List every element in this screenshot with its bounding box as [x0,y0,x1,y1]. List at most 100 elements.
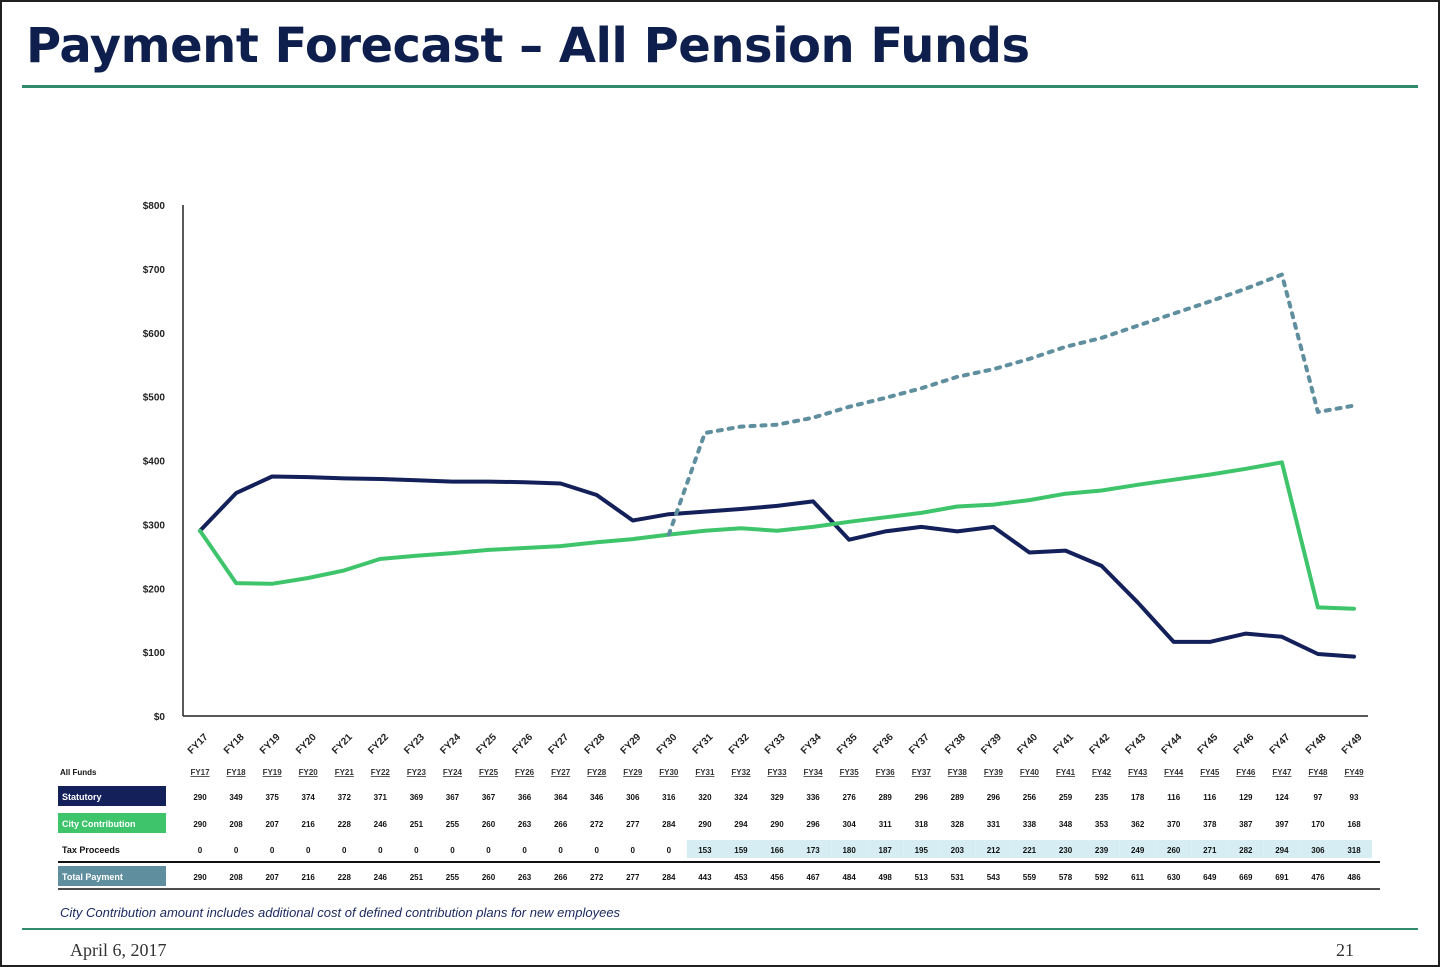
table-cell: 290 [698,820,712,829]
table-cell: 208 [229,873,243,882]
table-cell: 0 [342,846,347,855]
table-header-cell: FY39 [984,768,1004,777]
table-cell: 296 [987,793,1001,802]
table-cell-bg [1299,840,1336,858]
table-cell: 375 [265,793,279,802]
table-row-label-bg [58,786,166,806]
table-cell: 467 [806,873,820,882]
table-cell: 187 [879,846,893,855]
table-cell-bg [867,840,904,858]
x-tick-label: FY19 [258,732,283,757]
table-cell: 0 [234,846,239,855]
x-tick-label: FY48 [1304,732,1329,757]
table-cell: 124 [1275,793,1289,802]
table-cell: 239 [1095,846,1109,855]
table-header-cell: FY48 [1308,768,1328,777]
x-tick-label: FY43 [1124,732,1149,757]
table-header-cell: FY24 [443,768,463,777]
table-cell: 0 [378,846,383,855]
y-tick-label: $400 [143,457,166,468]
table-cell: 498 [879,873,893,882]
table-cell: 272 [590,820,604,829]
table-cell: 611 [1131,873,1144,882]
table-cell: 129 [1239,793,1253,802]
table-cell: 290 [193,793,207,802]
x-tick-label: FY44 [1160,732,1185,757]
table-row-label-bg [58,813,166,833]
table-cell: 387 [1239,820,1253,829]
table-cell: 255 [446,873,460,882]
table-header-cell: FY25 [479,768,499,777]
table-cell: 294 [1275,846,1289,855]
table-cell: 272 [590,873,604,882]
table-cell-bg [1119,840,1156,858]
x-tick-label: FY22 [366,732,391,757]
table-cell: 531 [951,873,965,882]
x-tick-label: FY34 [799,732,824,757]
table-cell: 212 [987,846,1001,855]
table-cell: 277 [626,873,640,882]
table-cell: 251 [410,820,424,829]
table-header-cell: FY40 [1020,768,1040,777]
table-cell: 228 [338,820,352,829]
table-cell: 249 [1131,846,1145,855]
series-line-total_payment [666,272,1356,537]
table-cell: 251 [410,873,424,882]
table-cell: 246 [374,820,388,829]
x-tick-label: FY18 [222,732,247,757]
table-header-cell: FY35 [840,768,860,777]
table-cell: 0 [594,846,599,855]
table-cell: 453 [734,873,748,882]
table-cell: 328 [951,820,965,829]
table-cell: 296 [915,793,929,802]
table-header-cell: FY23 [407,768,427,777]
table-header-cell: FY28 [587,768,607,777]
y-tick-label: $0 [154,712,166,723]
table-header-cell: FY34 [804,768,824,777]
axes-layer [182,205,1368,717]
table-cell: 260 [482,820,496,829]
table-row-label-bg [58,866,166,886]
table-header-cell: FY19 [263,768,283,777]
table-cell: 329 [770,793,784,802]
table-cell: 311 [879,820,892,829]
table-cell: 0 [631,846,636,855]
table-cell: 290 [770,820,784,829]
slide-title: Payment Forecast – All Pension Funds [26,18,1030,74]
x-tick-label: FY20 [294,732,319,757]
table-cell: 364 [554,793,568,802]
y-tick-label: $800 [143,201,166,212]
table-cell: 371 [374,793,388,802]
table-cell: 318 [915,820,929,829]
table-cell: 173 [806,846,820,855]
table-cell-bg [722,840,759,858]
x-tick-label: FY46 [1232,732,1257,757]
table-cell: 294 [734,820,748,829]
footnote: City Contribution amount includes additi… [60,905,621,920]
table-header-cell: FY49 [1344,768,1364,777]
table-header-cell: FY26 [515,768,535,777]
table-cell: 195 [915,846,929,855]
table-cell: 0 [522,846,527,855]
table-cell: 266 [554,820,568,829]
table-row-label: City Contribution [62,819,136,829]
table-cell: 266 [554,873,568,882]
table-cell: 0 [198,846,203,855]
table-cell: 208 [229,820,243,829]
table-cell: 178 [1131,793,1145,802]
table-row-label: Total Payment [62,872,123,882]
table-cell-bg [1083,840,1120,858]
table-cell: 543 [987,873,1001,882]
table-cell: 306 [626,793,640,802]
table-cell: 372 [338,793,352,802]
table-cell: 228 [338,873,352,882]
x-tick-label: FY41 [1051,732,1076,757]
table-cell: 93 [1350,793,1359,802]
table-cell: 263 [518,820,532,829]
table-cell: 230 [1059,846,1073,855]
table-cell: 0 [667,846,672,855]
table-cell: 260 [482,873,496,882]
table-cell: 366 [518,793,532,802]
x-tick-label: FY23 [402,732,427,757]
table-cell: 369 [410,793,424,802]
